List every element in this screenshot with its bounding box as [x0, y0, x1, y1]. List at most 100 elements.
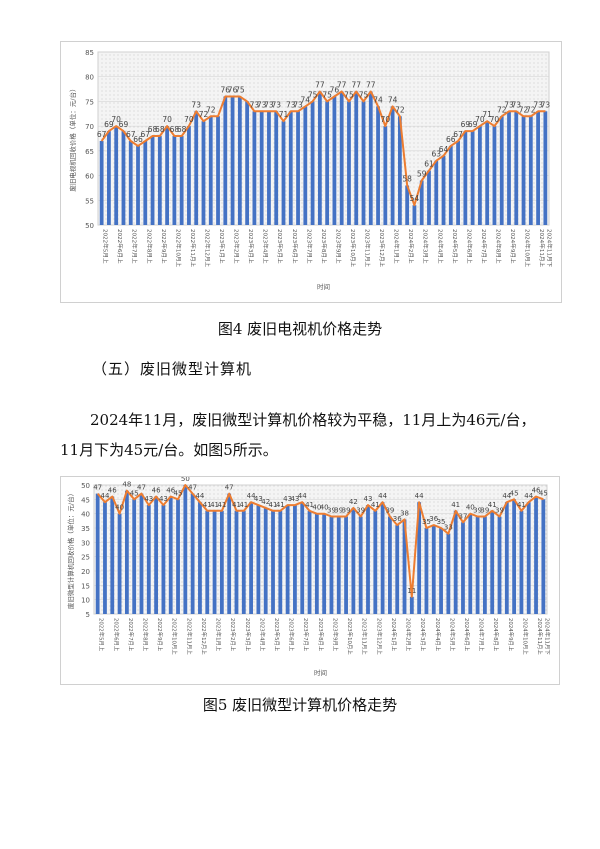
bar: [157, 136, 162, 225]
bar: [114, 126, 119, 225]
data-label: 77: [337, 81, 347, 90]
x-tick-label: 2022年6月上: [112, 618, 120, 652]
x-tick-label: 2023年10月上: [346, 618, 354, 655]
x-tick-label: 2022年9月上: [156, 618, 164, 652]
x-tick-label: 2024年3月上: [422, 229, 430, 264]
bar: [179, 136, 184, 225]
data-label: 45: [174, 489, 183, 497]
bar: [478, 126, 482, 225]
bar: [512, 499, 517, 614]
data-label: 43: [364, 495, 373, 503]
bar: [526, 502, 531, 614]
data-label: 39: [473, 507, 482, 515]
data-label: 11: [407, 587, 416, 595]
bar: [278, 510, 283, 614]
bar: [373, 510, 378, 614]
y-tick-label: 40: [81, 511, 90, 519]
bar: [288, 111, 293, 225]
x-tick-label: 2024年10月上: [521, 618, 529, 655]
data-label: 70: [111, 115, 121, 124]
bar: [103, 502, 107, 614]
data-label: 76: [221, 85, 231, 94]
data-label: 74: [301, 95, 311, 104]
x-tick-label: 2023年5月上: [273, 618, 281, 652]
data-label: 42: [261, 498, 270, 506]
x-tick-label: 2022年10月上: [174, 229, 182, 268]
bar: [168, 496, 173, 614]
x-tick-label: 2023年1月上: [215, 618, 223, 652]
y-tick-label: 35: [81, 525, 90, 533]
bar: [417, 502, 422, 614]
bar: [434, 160, 439, 225]
data-label: 70: [184, 115, 194, 124]
bar: [347, 101, 351, 225]
x-tick-label: 2023年5月上: [276, 229, 284, 264]
bar: [463, 131, 468, 225]
x-tick-label: 2023年4月上: [262, 229, 270, 264]
bar: [390, 106, 395, 225]
data-label: 39: [385, 507, 394, 515]
bar: [267, 111, 271, 225]
bar: [143, 140, 148, 225]
x-tick-label: 2023年7月上: [302, 618, 310, 652]
data-label: 45: [510, 489, 519, 497]
data-label: 41: [371, 501, 380, 509]
bar: [543, 111, 548, 225]
bar: [303, 106, 308, 225]
bar: [376, 106, 380, 225]
bar: [172, 136, 177, 225]
bar: [441, 155, 446, 225]
data-label: 36: [393, 515, 402, 523]
bar: [361, 101, 366, 225]
x-tick-label: 2024年9月上: [509, 229, 517, 264]
data-label: 73: [286, 100, 296, 109]
x-tick-label: 2022年7月上: [127, 618, 135, 652]
data-label: 70: [475, 115, 485, 124]
y-tick-label: 70: [85, 123, 94, 131]
data-label: 39: [495, 507, 504, 515]
bar: [146, 505, 151, 614]
y-tick-label: 50: [81, 482, 90, 490]
x-tick-label: 2024年4月上: [436, 229, 444, 264]
bar: [107, 131, 111, 225]
data-label: 72: [497, 105, 507, 114]
y-tick-label: 55: [85, 197, 94, 205]
bar: [388, 516, 392, 614]
data-label: 50: [181, 477, 190, 483]
data-label: 73: [191, 100, 201, 109]
series-line: [100, 90, 546, 207]
data-label: 75: [322, 90, 332, 99]
bar: [165, 126, 169, 225]
x-tick-label: 2023年7月上: [305, 229, 313, 264]
data-label: 41: [217, 501, 226, 509]
x-tick-label: 2023年3月上: [244, 618, 252, 652]
bar: [504, 502, 509, 614]
bar: [446, 533, 451, 614]
data-label: 74: [388, 95, 398, 104]
computer-price-chart: 5 10 15 20 25 30 35 40 45 50 47 44 46 40 48 45 47 43 46 43 4…: [60, 476, 560, 685]
data-label: 47: [188, 484, 197, 492]
bar: [300, 502, 305, 614]
data-label: 41: [269, 501, 278, 509]
y-tick-label: 30: [81, 539, 90, 547]
data-label: 66: [446, 135, 456, 144]
data-label: 41: [210, 501, 219, 509]
bar: [409, 596, 414, 614]
data-label: 72: [206, 105, 216, 114]
data-label: 73: [257, 100, 267, 109]
figure4-caption: 图4 废旧电视机价格走势: [217, 320, 383, 338]
data-label: 46: [108, 486, 117, 494]
y-tick-label: 75: [85, 98, 94, 106]
bar: [424, 528, 429, 614]
bar: [536, 111, 540, 225]
bar: [150, 136, 155, 225]
x-tick-label: 2024年11月下: [543, 618, 551, 655]
x-tick-label: 2022年12月上: [203, 229, 211, 268]
bar: [285, 505, 290, 614]
bar: [307, 510, 312, 614]
data-label: 44: [195, 492, 204, 500]
bar: [380, 502, 385, 614]
data-label: 41: [239, 501, 248, 509]
y-axis-title: 废旧电视机回收价格（单位：元/台）: [68, 85, 77, 191]
